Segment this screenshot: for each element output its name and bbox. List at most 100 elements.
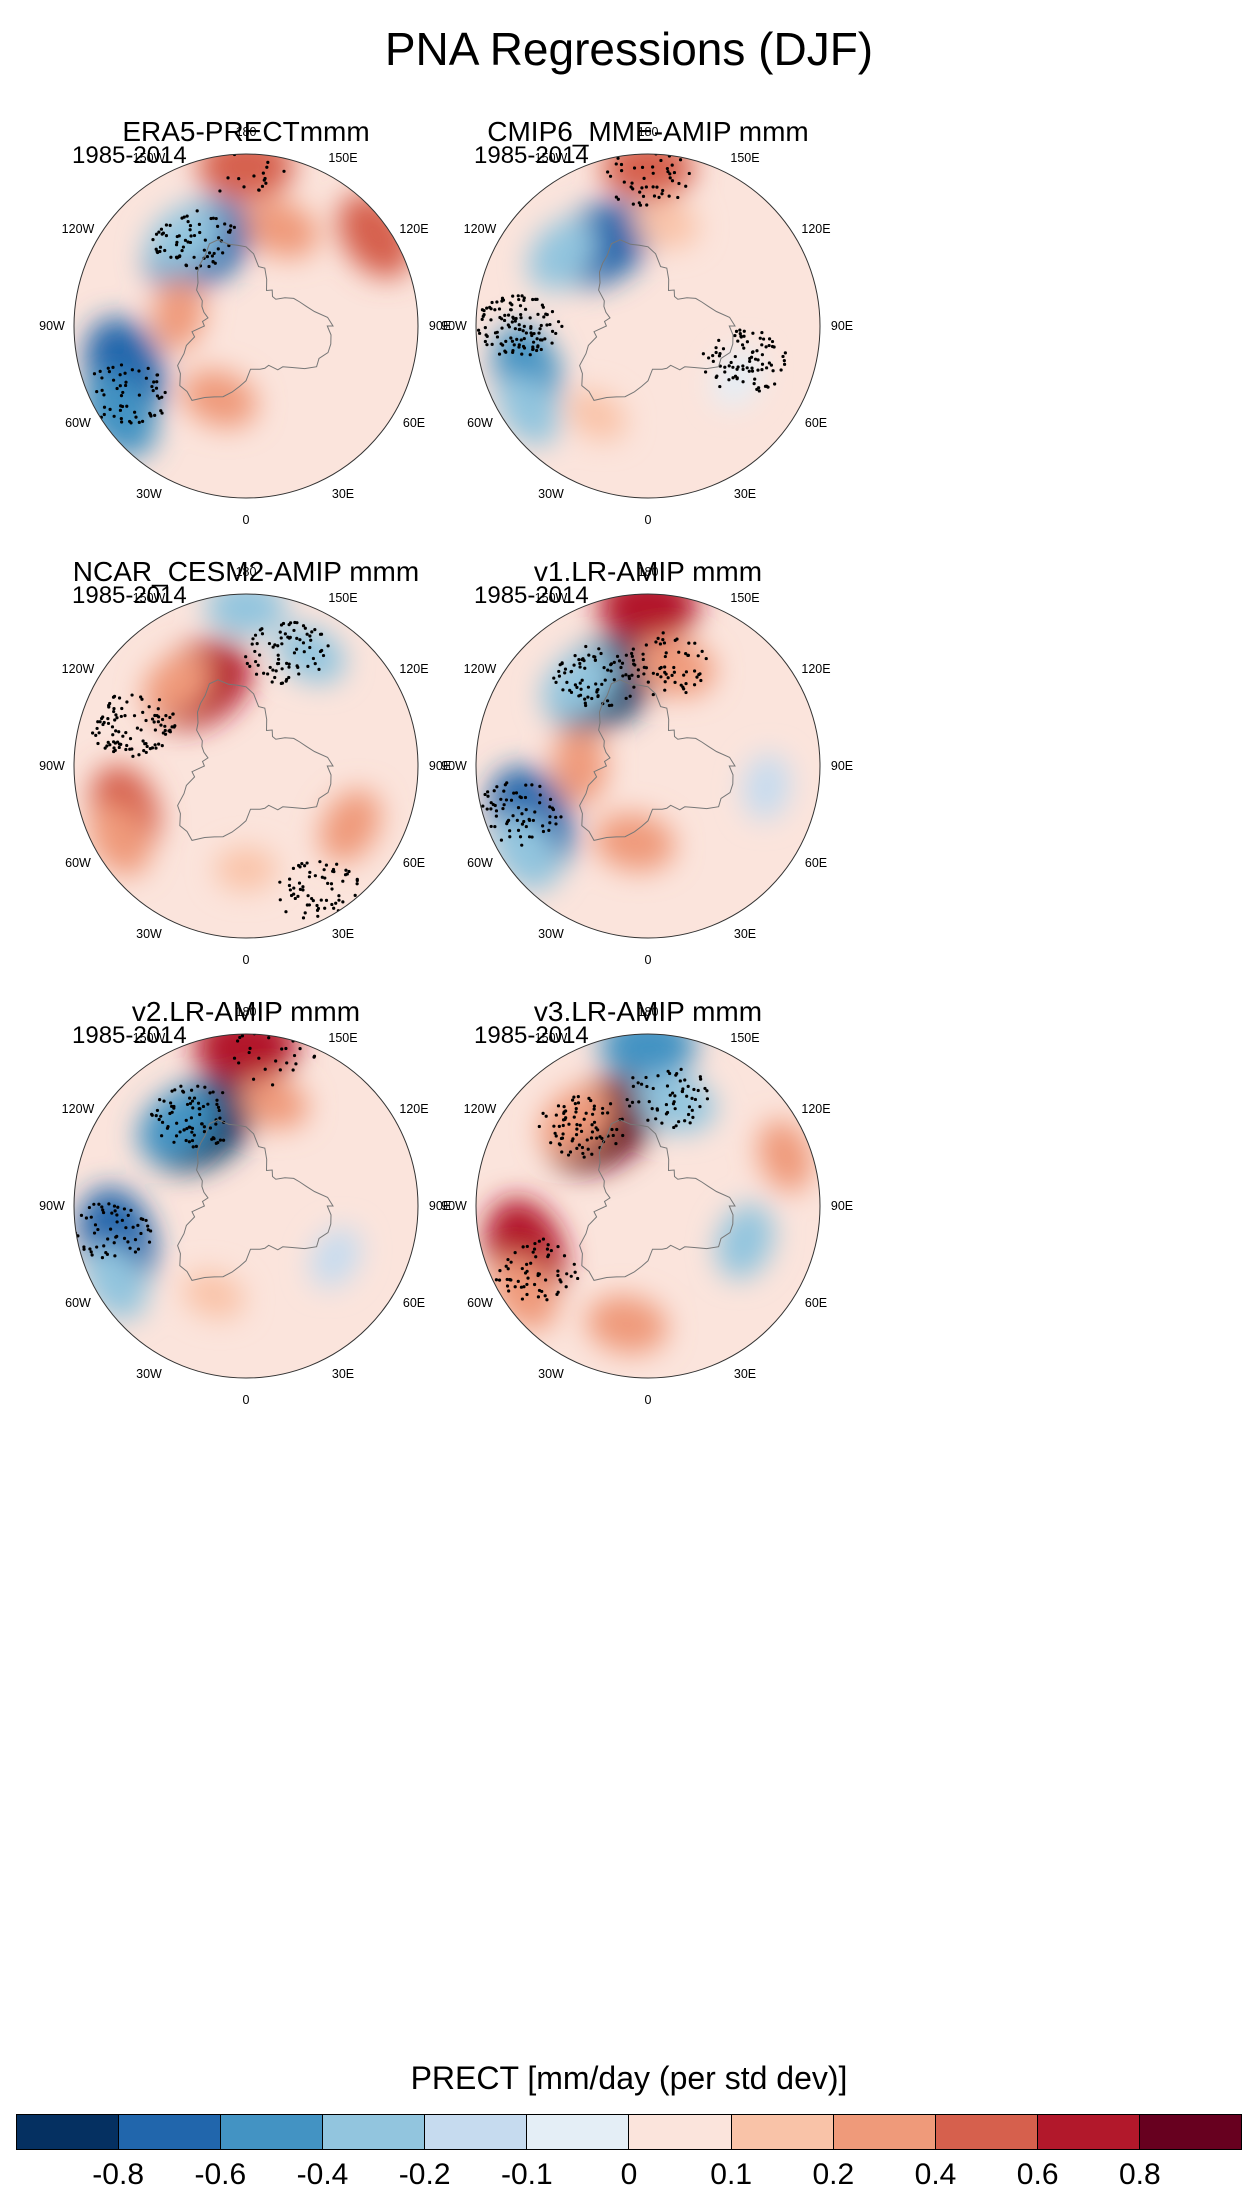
significance-dot xyxy=(583,701,587,705)
significance-dot xyxy=(104,1251,108,1255)
significance-dot xyxy=(607,703,611,708)
significance-dot xyxy=(686,653,691,657)
significance-dot xyxy=(157,230,161,234)
significance-dot xyxy=(311,899,315,903)
significance-dot xyxy=(644,1075,648,1080)
significance-dot xyxy=(254,672,259,676)
significance-dot xyxy=(521,1245,525,1249)
significance-dot xyxy=(630,673,634,677)
significance-dot xyxy=(646,680,650,684)
significance-dot xyxy=(305,903,309,907)
significance-dot xyxy=(268,665,272,670)
significance-dot xyxy=(319,632,324,636)
significance-dot xyxy=(347,869,351,874)
significance-dot xyxy=(573,683,578,687)
significance-dot xyxy=(151,238,155,242)
significance-dot xyxy=(319,898,323,902)
significance-dot xyxy=(214,1122,218,1126)
significance-dot xyxy=(510,339,515,343)
significance-dot xyxy=(115,1220,119,1224)
significance-dot xyxy=(153,713,157,718)
significance-dot xyxy=(693,641,697,645)
significance-dot xyxy=(664,651,668,655)
longitude-label: 180 xyxy=(235,125,257,139)
significance-dot xyxy=(280,1047,284,1051)
longitude-label: 150E xyxy=(328,150,358,165)
significance-dot xyxy=(106,366,110,370)
significance-dot xyxy=(574,1133,579,1137)
significance-dot xyxy=(247,1050,251,1055)
significance-dot xyxy=(111,733,115,737)
significance-dot xyxy=(172,1140,176,1144)
significance-dot xyxy=(295,621,299,625)
significance-dot xyxy=(541,1237,546,1241)
significance-dot xyxy=(723,370,727,374)
significance-dot xyxy=(107,369,112,374)
significance-dot xyxy=(147,705,151,709)
significance-dot xyxy=(320,875,324,879)
significance-dot xyxy=(505,1284,510,1288)
significance-dot xyxy=(251,637,255,641)
significance-dot xyxy=(288,877,292,881)
longitude-label: 0 xyxy=(644,953,652,967)
significance-dot xyxy=(270,1083,275,1087)
significance-dot xyxy=(313,662,317,666)
significance-dot xyxy=(257,188,261,192)
significance-dot xyxy=(575,1146,579,1150)
significance-dot xyxy=(512,791,516,795)
significance-dot xyxy=(520,1266,524,1271)
significance-dot xyxy=(144,718,148,723)
significance-dot xyxy=(741,380,745,384)
anomaly-region xyxy=(275,625,346,684)
longitude-label: 90E xyxy=(830,1199,854,1213)
significance-dot xyxy=(262,178,266,182)
significance-dot xyxy=(545,1298,549,1302)
longitude-label: 60E xyxy=(402,416,426,430)
significance-dot xyxy=(624,653,628,657)
significance-dot xyxy=(276,644,280,648)
anomaly-region xyxy=(239,1077,309,1129)
longitude-label: 90E xyxy=(428,759,452,773)
significance-dot xyxy=(88,1247,92,1251)
colorbar-swatch xyxy=(1037,2115,1140,2149)
significance-dot xyxy=(115,716,119,720)
significance-dot xyxy=(515,337,519,341)
significance-dot xyxy=(310,630,314,634)
significance-dot xyxy=(170,1104,174,1108)
significance-dot xyxy=(242,185,246,189)
significance-dot xyxy=(510,320,514,324)
significance-dot xyxy=(324,863,329,867)
colorbar-tick-label: 0.2 xyxy=(812,2158,855,2191)
significance-dot xyxy=(574,1106,578,1111)
panel-period: 1985-2014 xyxy=(474,582,589,609)
significance-dot xyxy=(120,1218,124,1222)
significance-dot xyxy=(641,652,645,656)
significance-dot xyxy=(118,384,122,388)
significance-dot xyxy=(666,1069,670,1073)
significance-dot xyxy=(630,1100,635,1104)
significance-dot xyxy=(723,365,727,369)
longitude-label: 30E xyxy=(331,1367,355,1381)
colorbar-tick-label: -0.8 xyxy=(92,2158,145,2191)
significance-dot xyxy=(206,1102,210,1106)
significance-dot xyxy=(663,654,667,659)
significance-dot xyxy=(192,233,197,238)
significance-dot xyxy=(529,1261,533,1265)
significance-dot xyxy=(703,1086,707,1091)
significance-dot xyxy=(311,656,316,661)
significance-dot xyxy=(520,294,524,298)
longitude-label: 90W xyxy=(441,759,467,773)
significance-dot xyxy=(684,184,688,188)
significance-dot xyxy=(738,332,742,336)
significance-dot xyxy=(519,316,523,320)
significance-dot xyxy=(628,694,632,698)
anomaly-region xyxy=(88,802,150,876)
significance-dot xyxy=(253,633,258,637)
significance-dot xyxy=(565,680,569,684)
significance-dot xyxy=(767,361,771,365)
significance-dot xyxy=(561,1132,565,1136)
significance-dot xyxy=(305,861,309,865)
significance-dot xyxy=(141,739,145,743)
significance-dot xyxy=(285,661,289,666)
significance-dot xyxy=(120,404,125,409)
